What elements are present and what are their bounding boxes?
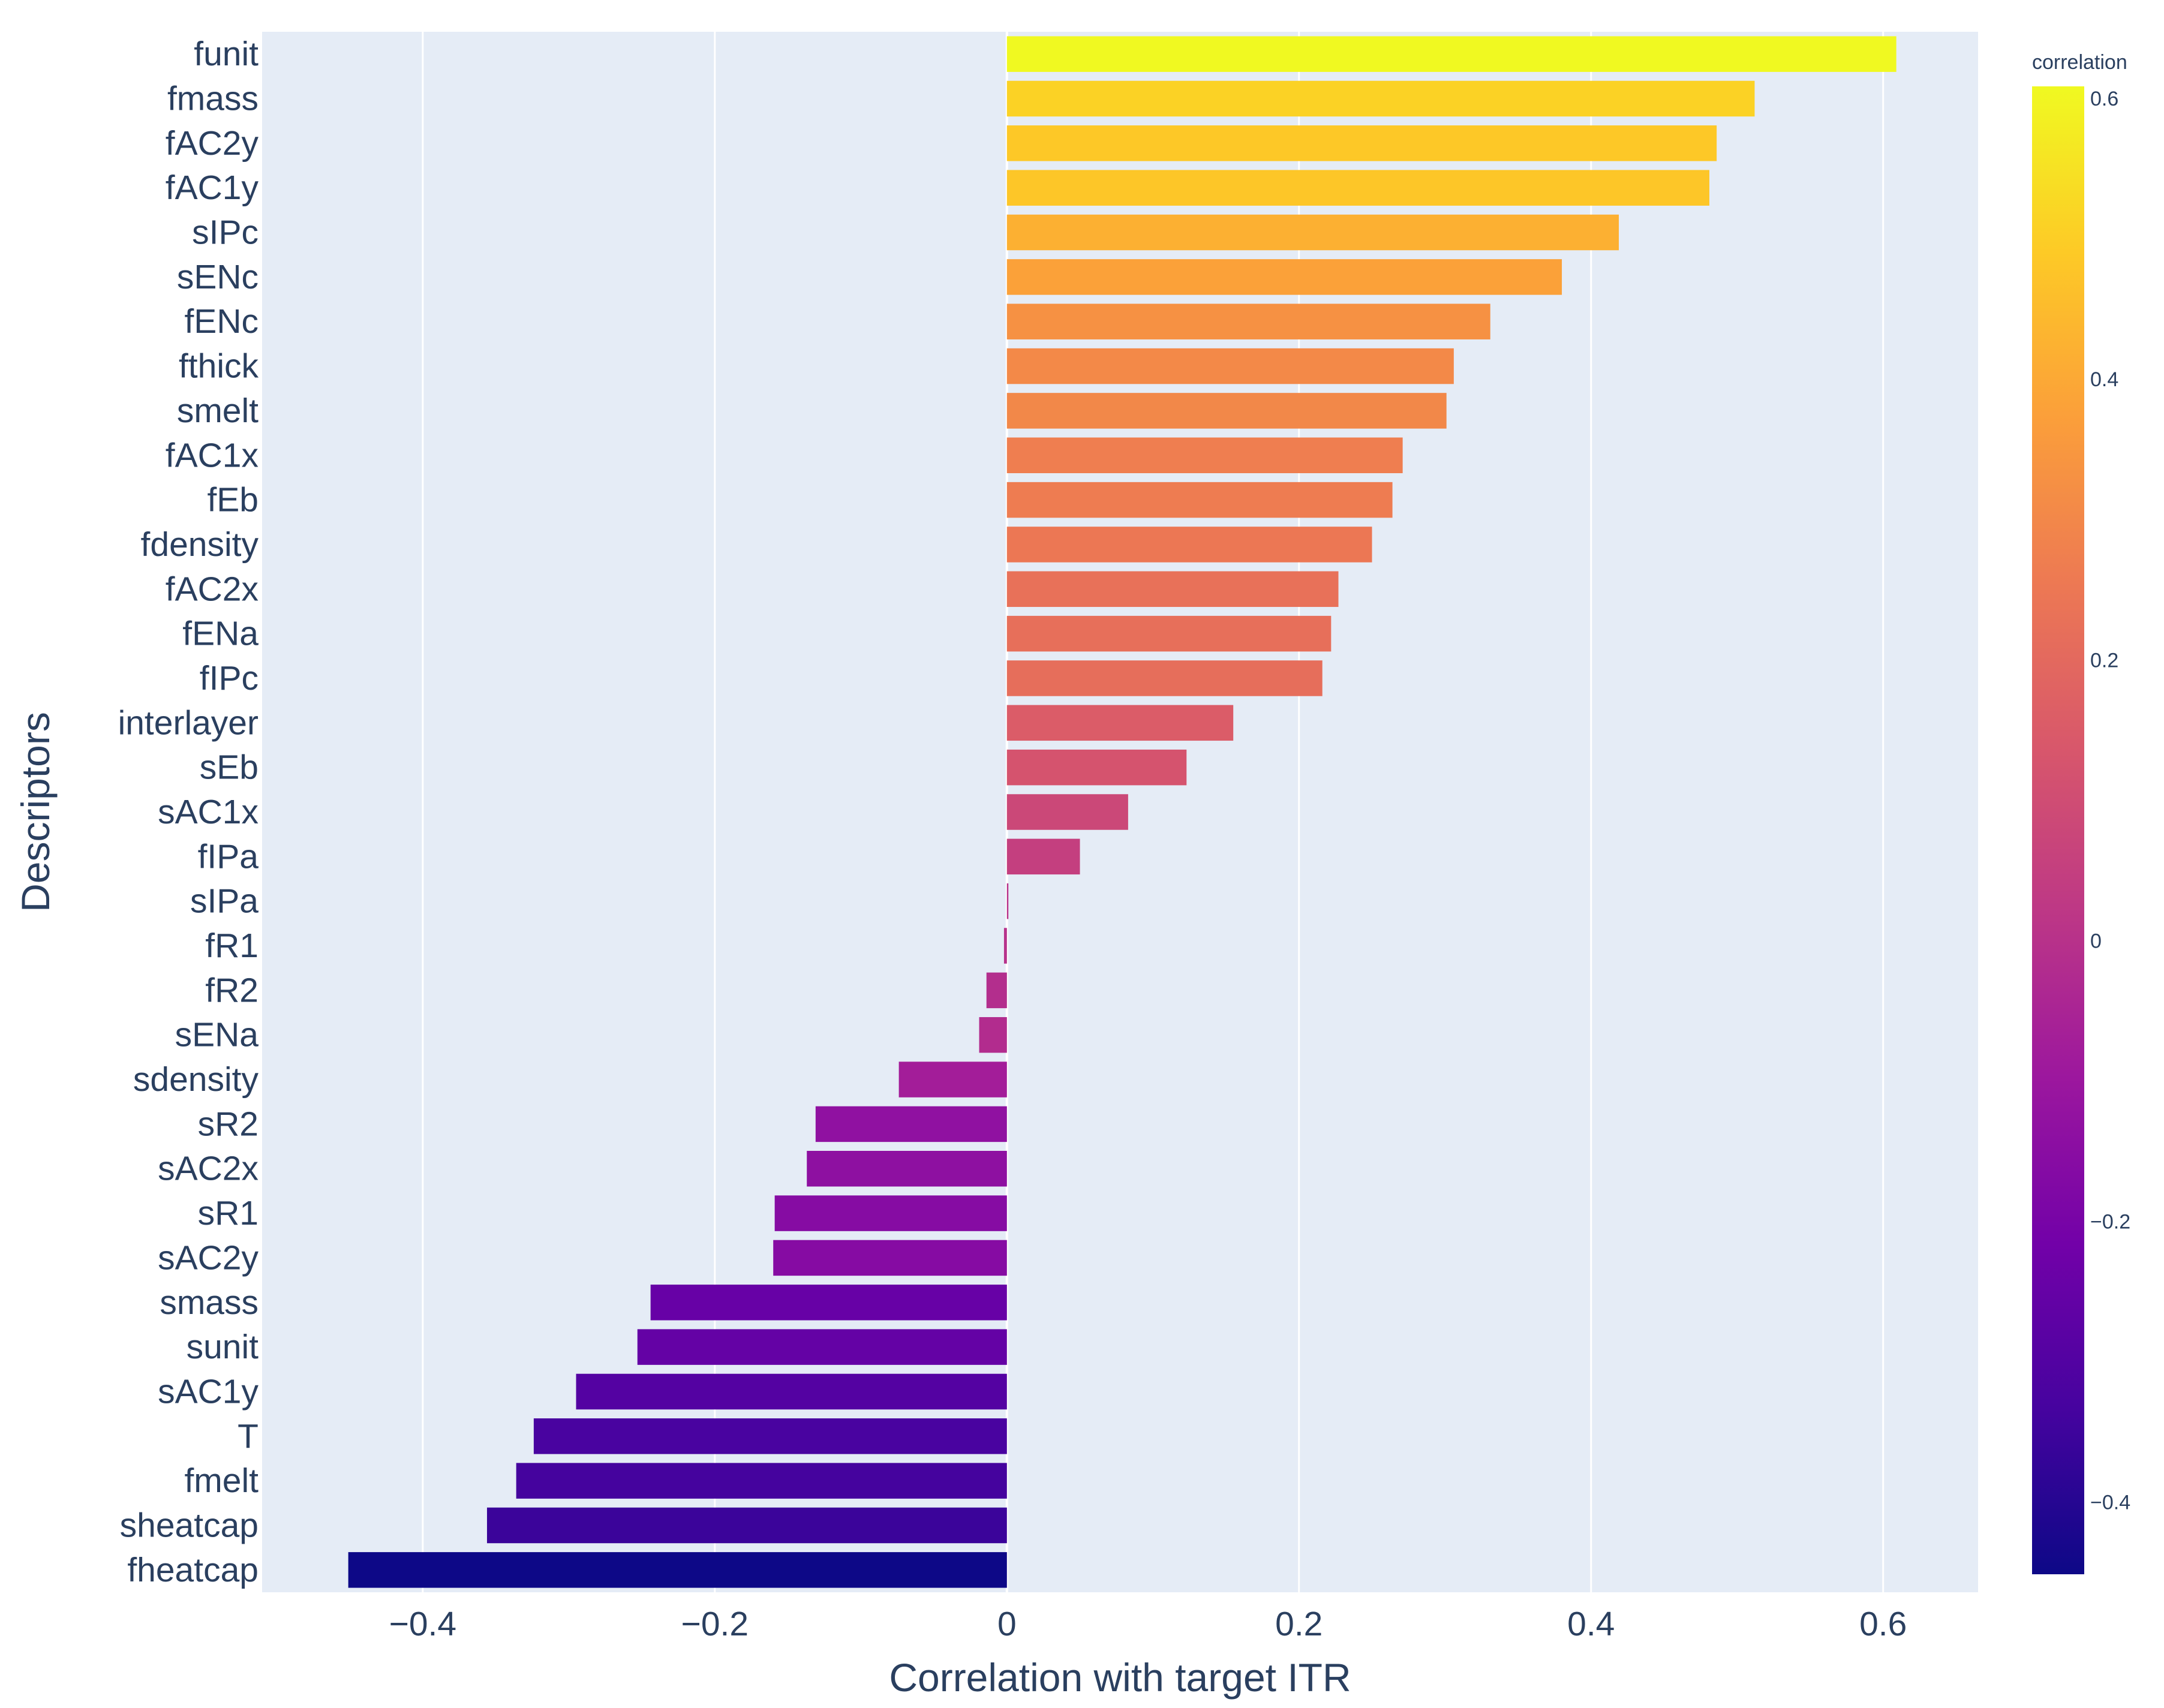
x-tick-labels: −0.4 −0.2 0 0.2 0.4 0.6 xyxy=(389,1605,1907,1643)
x-tick-label: −0.4 xyxy=(389,1605,457,1643)
bar-sAC2x xyxy=(807,1151,1007,1187)
bar-smass xyxy=(650,1285,1007,1321)
y-tick-label: sAC2x xyxy=(158,1150,259,1188)
y-tick-label: fR1 xyxy=(205,927,259,965)
y-tick-label: fmass xyxy=(167,80,259,118)
colorbar-tick-labels: −0.4 −0.2 0 0.2 0.4 0.6 xyxy=(2090,88,2130,1514)
bar-fthick xyxy=(1006,348,1454,384)
bar-fmelt xyxy=(516,1463,1007,1499)
bar-fheatcap xyxy=(348,1552,1007,1588)
y-tick-label: fheatcap xyxy=(127,1551,259,1589)
y-tick-label: interlayer xyxy=(118,703,259,742)
bar-funit xyxy=(1006,36,1896,72)
x-tick-label: −0.2 xyxy=(681,1605,749,1643)
y-tick-label: sunit xyxy=(187,1328,259,1366)
y-tick-label: sENc xyxy=(177,258,259,296)
y-tick-label: fENa xyxy=(182,615,259,653)
y-tick-label: fthick xyxy=(179,347,259,386)
y-tick-label: fAC2x xyxy=(166,570,259,608)
y-tick-label: fIPc xyxy=(200,659,259,697)
bar-fR2 xyxy=(986,972,1007,1009)
bar-sR1 xyxy=(774,1195,1007,1231)
y-tick-labels: funit fmass fAC2y fAC1y sIPc sENc fENc fthick sm… xyxy=(118,35,259,1589)
colorbar-gradient xyxy=(2032,86,2084,1574)
bar-fmass xyxy=(1006,80,1755,117)
bar-sENa xyxy=(979,1017,1007,1053)
bar-fdensity xyxy=(1006,527,1372,563)
x-tick-label: 0.2 xyxy=(1275,1605,1323,1643)
y-tick-label: fdensity xyxy=(141,525,259,564)
y-tick-label: sEb xyxy=(200,748,259,787)
colorbar-tick-label: 0.4 xyxy=(2090,368,2118,391)
bar-fR1 xyxy=(1003,928,1007,964)
colorbar-tick-label: 0 xyxy=(2090,930,2102,952)
y-tick-label: sdensity xyxy=(133,1060,259,1099)
y-tick-label: sENa xyxy=(175,1016,259,1054)
bar-sAC1x xyxy=(1006,794,1128,830)
y-tick-label: sAC1x xyxy=(158,793,259,831)
bar-fAC1y xyxy=(1006,170,1709,206)
y-tick-label: sheatcap xyxy=(120,1506,259,1544)
x-axis-title: Correlation with target ITR xyxy=(889,1655,1351,1700)
y-tick-label: sIPa xyxy=(190,882,259,921)
bar-sIPa xyxy=(1006,883,1009,919)
bar-interlayer xyxy=(1006,705,1234,741)
y-tick-label: fAC1x xyxy=(166,436,259,474)
colorbar-tick-label: 0.2 xyxy=(2090,649,2118,672)
bar-sENc xyxy=(1006,259,1562,295)
y-tick-label: smelt xyxy=(177,392,259,430)
y-tick-label: funit xyxy=(194,35,259,73)
bar-fAC2x xyxy=(1006,571,1339,608)
y-tick-label: T xyxy=(238,1417,259,1456)
y-tick-label: sR1 xyxy=(198,1194,259,1232)
bar-fIPa xyxy=(1006,838,1080,875)
y-axis-title: Descriptors xyxy=(13,712,58,912)
bar-smelt xyxy=(1006,393,1447,429)
y-tick-label: smass xyxy=(160,1283,259,1322)
bar-fAC1x xyxy=(1006,437,1403,473)
x-tick-label: 0.4 xyxy=(1567,1605,1615,1643)
y-tick-label: sAC1y xyxy=(158,1372,259,1411)
bar-fEb xyxy=(1006,482,1393,518)
y-tick-label: sAC2y xyxy=(158,1238,259,1277)
bar-sdensity xyxy=(898,1062,1007,1097)
bar-fIPc xyxy=(1006,660,1323,696)
bar-sAC2y xyxy=(773,1240,1007,1276)
bar-fENa xyxy=(1006,615,1332,652)
colorbar-tick-label: 0.6 xyxy=(2090,88,2118,110)
bars xyxy=(348,36,1896,1588)
y-tick-label: fAC1y xyxy=(166,169,259,207)
bar-fENc xyxy=(1006,303,1490,339)
bar-sAC1y xyxy=(576,1373,1007,1410)
bar-T xyxy=(533,1418,1007,1454)
bar-sunit xyxy=(637,1329,1007,1365)
y-tick-label: sR2 xyxy=(198,1105,259,1143)
y-tick-label: fIPa xyxy=(198,837,259,876)
colorbar-tick-label: −0.2 xyxy=(2090,1211,2130,1234)
x-tick-label: 0.6 xyxy=(1859,1605,1907,1643)
colorbar: correlation −0.4 −0.2 0 0.2 0.4 0.6 xyxy=(2032,51,2130,1574)
colorbar-title: correlation xyxy=(2032,51,2127,74)
y-tick-label: fmelt xyxy=(184,1462,259,1500)
y-tick-label: fR2 xyxy=(205,971,259,1009)
x-tick-label: 0 xyxy=(997,1605,1017,1643)
colorbar-tick-label: −0.4 xyxy=(2090,1492,2130,1514)
y-tick-label: fEb xyxy=(207,481,259,519)
y-tick-label: fENc xyxy=(184,302,259,341)
bar-sheatcap xyxy=(486,1507,1007,1544)
bar-sIPc xyxy=(1006,214,1619,251)
bar-sEb xyxy=(1006,749,1187,786)
bar-fAC2y xyxy=(1006,125,1717,161)
y-tick-label: sIPc xyxy=(192,214,259,252)
bar-sR2 xyxy=(815,1106,1007,1142)
y-tick-label: fAC2y xyxy=(166,124,259,163)
